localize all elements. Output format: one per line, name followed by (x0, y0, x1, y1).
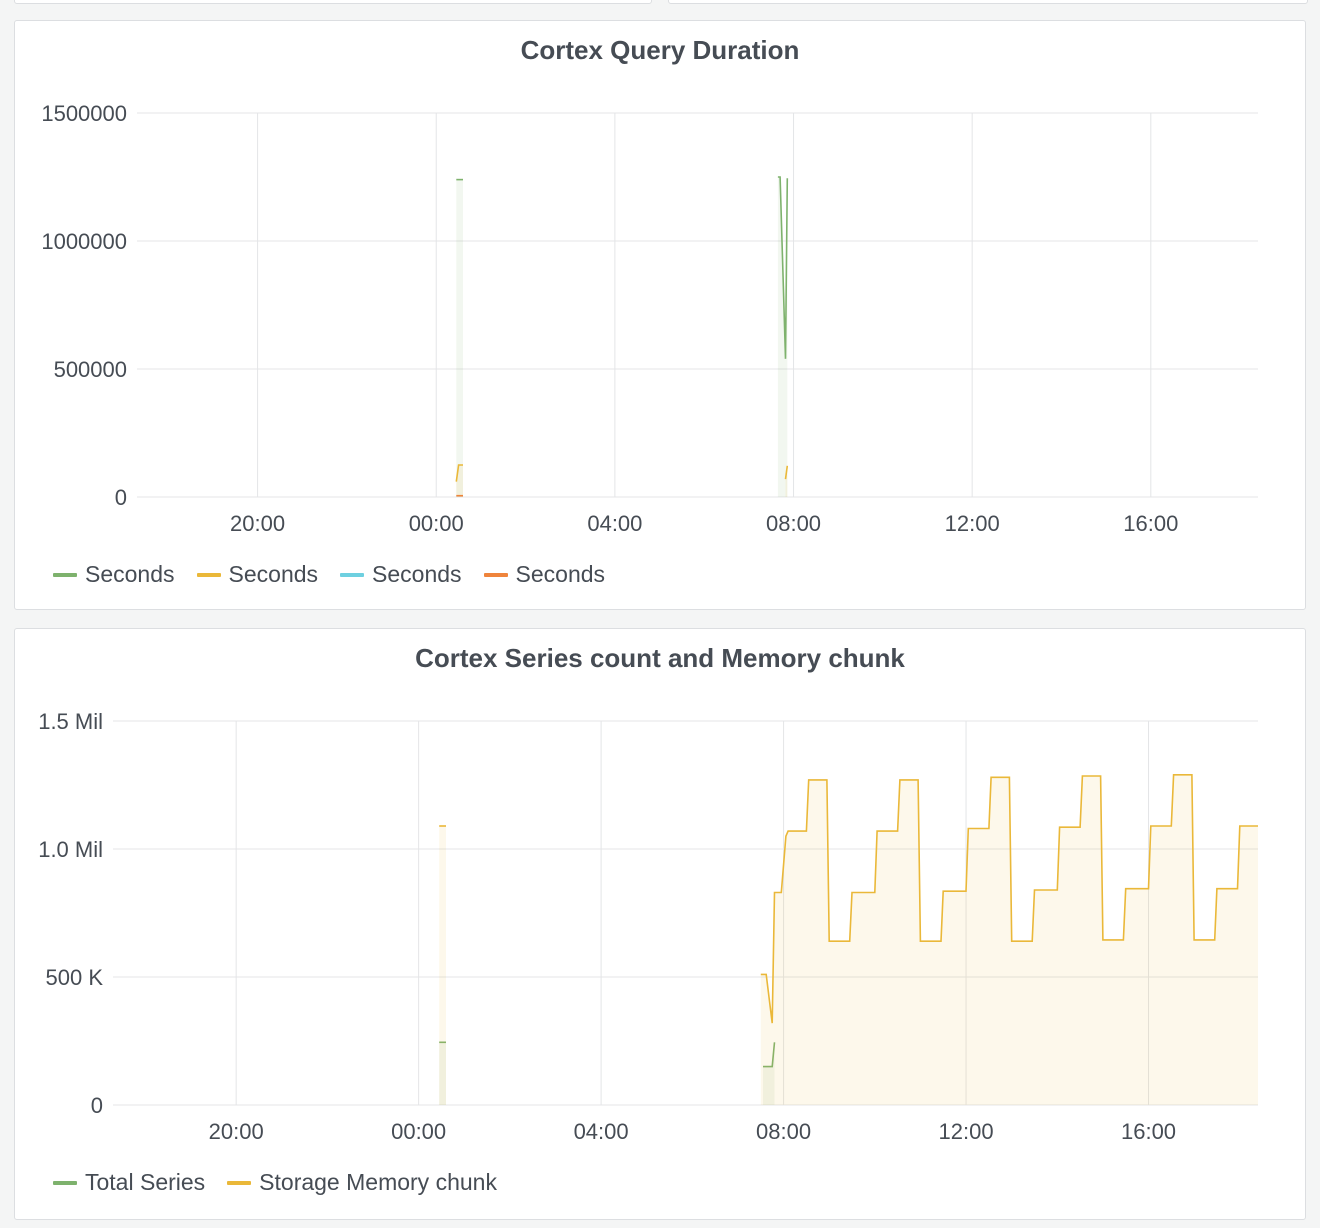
legend-item[interactable]: Seconds (483, 561, 606, 588)
legend-label: Seconds (85, 561, 175, 587)
legend-label: Seconds (228, 561, 319, 587)
legend-label: Seconds (372, 561, 462, 587)
legend-swatch (53, 1180, 77, 1185)
legend-item[interactable]: Storage Memory chunk (227, 1169, 497, 1196)
legend-swatch (340, 572, 365, 577)
chart-legend: Total Series Storage Memory chunk (53, 1169, 497, 1196)
legend-item[interactable]: Seconds (196, 561, 319, 588)
x-tick-label: 04:00 (574, 1119, 629, 1144)
grid (137, 112, 1258, 498)
panel-stub-right (668, 0, 1308, 4)
y-tick-label: 500 K (46, 965, 104, 990)
query-duration-chart: 0 500000 1000000 1500000 20:00 00:00 04:00 08:0… (41, 101, 1258, 536)
legend-item[interactable]: Total Series (53, 1169, 205, 1196)
series-area (456, 179, 463, 497)
x-tick-label: 12:00 (945, 511, 1000, 536)
series-line[interactable] (784, 465, 789, 480)
legend-item[interactable]: Seconds (340, 561, 462, 588)
x-tick-label: 08:00 (756, 1119, 811, 1144)
series-area (763, 1042, 775, 1105)
legend-label: Storage Memory chunk (259, 1169, 497, 1195)
series-1 (439, 1041, 776, 1105)
y-tick-label: 0 (91, 1093, 103, 1118)
series-area (777, 177, 788, 497)
series-area (439, 1042, 446, 1105)
series-1 (456, 176, 789, 497)
y-tick-label: 1000000 (41, 229, 127, 254)
legend-swatch (196, 572, 221, 577)
series-area (760, 774, 1258, 1105)
y-tick-label: 1.5 Mil (38, 709, 103, 734)
x-tick-label: 16:00 (1121, 1119, 1176, 1144)
series-memory-panel: Cortex Series count and Memory chunk 0 50… (14, 628, 1306, 1220)
y-tick-label: 0 (115, 485, 127, 510)
x-tick-label: 08:00 (766, 511, 821, 536)
legend-swatch (483, 572, 508, 577)
series-line[interactable] (763, 1042, 776, 1068)
panel-title[interactable]: Cortex Query Duration (520, 35, 800, 65)
series-memory-chart: 0 500 K 1.0 Mil 1.5 Mil 20:00 00:00 04:00 08:00… (38, 709, 1258, 1144)
legend-swatch (227, 1180, 252, 1185)
series-line[interactable] (760, 774, 1258, 1024)
y-tick-label: 1500000 (41, 101, 127, 126)
x-tick-label: 16:00 (1123, 511, 1178, 536)
y-tick-label: 500000 (54, 357, 127, 382)
x-tick-label: 00:00 (391, 1119, 446, 1144)
chart-legend: Seconds Seconds Seconds Seconds (53, 561, 605, 588)
series-area (439, 826, 446, 1105)
panel-stub-left (14, 0, 652, 4)
legend-label: Seconds (515, 561, 606, 587)
x-tick-label: 20:00 (209, 1119, 264, 1144)
x-tick-label: 12:00 (939, 1119, 994, 1144)
x-tick-label: 00:00 (409, 511, 464, 536)
grid (113, 720, 1258, 1106)
query-duration-panel: Cortex Query Duration 0 500000 1000000 1500… (14, 20, 1306, 610)
series-line[interactable] (777, 176, 789, 359)
x-tick-label: 20:00 (230, 511, 285, 536)
legend-item[interactable]: Seconds (53, 561, 175, 588)
series-2 (455, 464, 789, 497)
legend-swatch (53, 572, 77, 577)
y-tick-label: 1.0 Mil (38, 837, 103, 862)
panel-title[interactable]: Cortex Series count and Memory chunk (415, 643, 905, 673)
legend-label: Total Series (85, 1169, 206, 1195)
series-line[interactable] (455, 464, 463, 482)
series-2 (439, 774, 1258, 1105)
x-tick-label: 04:00 (587, 511, 642, 536)
